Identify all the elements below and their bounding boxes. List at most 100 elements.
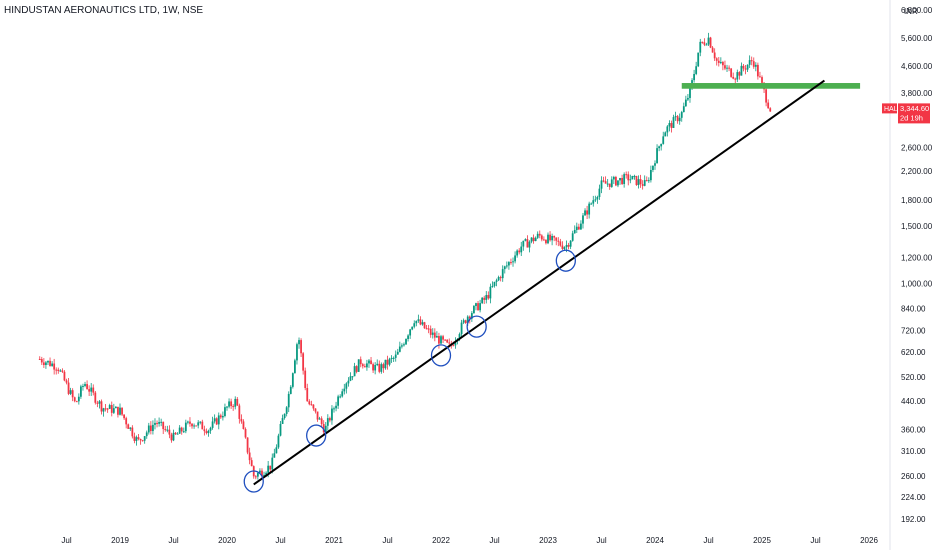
candle-body (438, 335, 440, 344)
candle-body (244, 429, 247, 438)
candle-body (324, 425, 327, 433)
candle-body (382, 364, 385, 369)
candle-body (191, 423, 193, 427)
candle-body (145, 432, 148, 437)
candle-body (701, 41, 704, 43)
candle-body (304, 370, 307, 389)
candle-body (390, 357, 393, 359)
symbol-tag-label: HAL (884, 106, 898, 113)
candle-body (363, 366, 366, 368)
candle-body (158, 421, 160, 424)
candle-body (522, 240, 525, 247)
candle-body (100, 401, 103, 412)
candle-body (65, 380, 68, 383)
candle-body (335, 405, 337, 409)
candle-body (643, 180, 646, 186)
candle-body (637, 179, 640, 186)
candle-body (285, 407, 288, 414)
candle-body (427, 328, 430, 330)
touch-circle[interactable] (430, 344, 452, 367)
y-tick-label: 1,000.00 (901, 280, 932, 289)
candle-body (398, 346, 401, 352)
candle-body (466, 316, 469, 324)
candle-body (516, 250, 519, 256)
y-tick-label: 224.00 (901, 493, 926, 502)
candle-body (121, 407, 123, 415)
candle-body (401, 345, 403, 347)
candle-body (242, 421, 245, 430)
candle-body (349, 376, 352, 381)
candle-body (759, 76, 761, 78)
candle-body (308, 401, 311, 405)
candle-body (355, 366, 358, 372)
candle-body (542, 239, 545, 241)
candle-body (184, 422, 187, 432)
candle-body (724, 65, 726, 69)
candle-body (374, 364, 377, 371)
y-tick-label: 3,800.00 (901, 89, 932, 98)
candle-body (67, 382, 70, 394)
candle-body (405, 339, 407, 345)
candle-body (520, 246, 523, 253)
candle-body (269, 465, 272, 470)
candle-body (92, 387, 95, 393)
candle-body (479, 303, 481, 311)
candle-body (320, 418, 323, 425)
candle-body (419, 319, 422, 325)
candle-body (645, 180, 648, 182)
candle-body (73, 397, 76, 402)
candle-body (298, 340, 300, 345)
candle-body (236, 398, 239, 406)
candle-body (240, 418, 243, 422)
y-tick-label: 840.00 (901, 305, 926, 314)
candle-body (423, 322, 426, 329)
candle-body (312, 404, 315, 409)
x-tick-label: Jul (275, 536, 285, 545)
y-tick-label: 192.00 (901, 515, 926, 524)
candle-body (376, 363, 379, 365)
candle-body (658, 146, 661, 149)
candle-body (215, 418, 218, 425)
candle-body (94, 392, 97, 403)
trendline[interactable] (253, 79, 825, 486)
candle-body (728, 67, 730, 69)
candle-body (549, 234, 551, 241)
candle-body (536, 233, 539, 238)
candle-body (125, 418, 128, 425)
candle-body (80, 386, 82, 397)
y-tick-label: 720.00 (901, 327, 926, 336)
candle-body (717, 60, 720, 63)
candle-body (446, 339, 449, 343)
candle-body (250, 460, 253, 467)
countdown-label: 2d 19h (900, 113, 923, 122)
candle-body (740, 65, 743, 76)
candle-body (341, 391, 344, 397)
candle-body (339, 396, 342, 398)
candle-body (129, 427, 132, 429)
candle-body (403, 344, 405, 346)
touch-circle[interactable] (243, 470, 264, 493)
y-tick-label: 260.00 (901, 472, 926, 481)
candle-body (705, 44, 708, 46)
candle-body (328, 418, 331, 421)
touch-circle[interactable] (555, 249, 576, 272)
candle-body (555, 237, 558, 241)
candle-body (407, 335, 409, 340)
x-tick-label: Jul (61, 536, 71, 545)
x-axis: Jul 2019 Jul 2020 Jul 2021 Jul 2022 Jul 2023 Jul 20… (61, 536, 878, 545)
candle-body (372, 364, 374, 371)
candle-body (217, 415, 220, 425)
touch-circle[interactable] (466, 315, 487, 338)
touch-circle[interactable] (306, 424, 327, 447)
candle-body (310, 404, 313, 406)
candle-body (207, 430, 210, 434)
candle-body (678, 117, 681, 122)
candle-body (746, 64, 749, 70)
x-tick-label: 2020 (218, 536, 236, 545)
candle-body (573, 230, 576, 234)
support-zone[interactable] (681, 83, 861, 89)
candle-body (662, 136, 665, 144)
